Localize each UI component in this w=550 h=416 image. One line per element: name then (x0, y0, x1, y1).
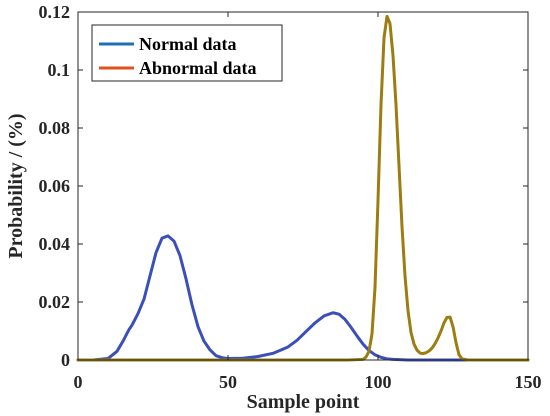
x-tick-label: 150 (515, 372, 542, 392)
y-tick-label: 0.08 (39, 118, 71, 138)
legend-box (91, 24, 283, 82)
series-line-abnormal-data (76, 14, 530, 362)
y-axis-label: Probability / (%) (5, 113, 27, 258)
x-tick-label: 0 (74, 372, 83, 392)
x-tick-labels: 0 50 100 150 (74, 372, 542, 392)
x-axis-label: Sample point (247, 391, 360, 413)
legend-label-normal: Normal data (139, 34, 237, 54)
series-line-normal-data (76, 234, 530, 362)
legend: Normal data Abnormal data (91, 24, 283, 82)
y-tick-label: 0.06 (39, 176, 71, 196)
x-tick-label: 50 (219, 372, 237, 392)
y-tick-labels: 0 0.02 0.04 0.06 0.08 0.1 0.12 (39, 2, 71, 370)
plot-area (76, 14, 530, 362)
y-tick-label: 0.02 (39, 292, 71, 312)
x-tick-label: 100 (365, 372, 392, 392)
y-tick-label: 0.12 (39, 2, 71, 22)
y-tick-label: 0 (61, 350, 70, 370)
legend-label-abnormal: Abnormal data (139, 58, 257, 78)
y-tick-label: 0.04 (39, 234, 71, 254)
axis-ticks (77, 11, 529, 361)
y-tick-label: 0.1 (48, 60, 71, 80)
